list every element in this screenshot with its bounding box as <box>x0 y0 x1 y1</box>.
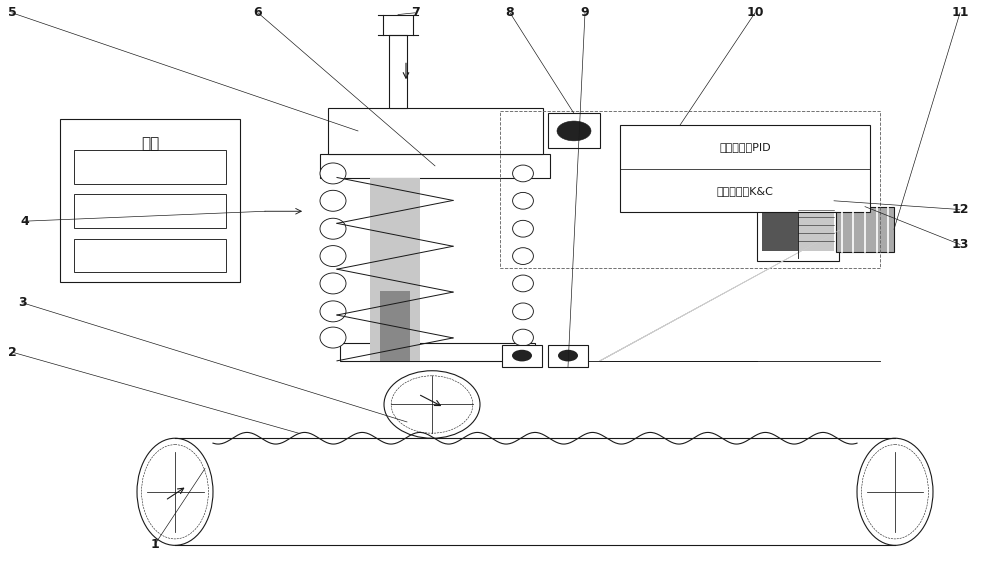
Ellipse shape <box>384 371 480 438</box>
Text: 12: 12 <box>951 203 969 216</box>
Ellipse shape <box>320 163 346 184</box>
Ellipse shape <box>513 329 533 346</box>
Bar <box>370 178 420 361</box>
Circle shape <box>558 350 578 361</box>
Bar <box>757 198 839 261</box>
Ellipse shape <box>137 438 213 545</box>
Ellipse shape <box>513 275 533 292</box>
Text: 8: 8 <box>506 6 514 19</box>
Text: 3: 3 <box>18 296 26 309</box>
Circle shape <box>557 121 591 141</box>
Ellipse shape <box>857 438 933 545</box>
Bar <box>762 208 798 251</box>
Ellipse shape <box>320 246 346 267</box>
Text: 13: 13 <box>951 238 969 251</box>
Bar <box>380 291 410 361</box>
Ellipse shape <box>513 248 533 264</box>
Ellipse shape <box>320 218 346 239</box>
Bar <box>502 345 542 367</box>
Bar <box>798 208 834 251</box>
Bar <box>340 343 535 361</box>
Text: 11: 11 <box>951 6 969 19</box>
Bar <box>74 194 226 228</box>
Bar <box>74 150 226 184</box>
Bar <box>320 154 550 178</box>
Ellipse shape <box>513 303 533 320</box>
Text: 1: 1 <box>151 538 159 551</box>
Bar <box>74 239 226 272</box>
Ellipse shape <box>513 165 533 182</box>
Text: 显示: 显示 <box>141 136 159 151</box>
Bar <box>548 345 588 367</box>
Bar <box>836 207 894 252</box>
Ellipse shape <box>320 190 346 211</box>
Ellipse shape <box>320 327 346 348</box>
Bar <box>328 108 543 154</box>
Bar <box>548 113 600 148</box>
Text: 9: 9 <box>581 6 589 19</box>
Bar <box>500 111 880 268</box>
Ellipse shape <box>513 193 533 209</box>
Text: 7: 7 <box>411 6 419 19</box>
Ellipse shape <box>513 221 533 237</box>
Text: 5: 5 <box>8 6 16 19</box>
Text: 2: 2 <box>8 346 16 359</box>
Text: 4: 4 <box>21 215 29 228</box>
Text: 被动控制：K&C: 被动控制：K&C <box>717 186 773 196</box>
Ellipse shape <box>320 273 346 294</box>
Text: 6: 6 <box>254 6 262 19</box>
Bar <box>620 125 870 212</box>
Text: 主动控制：PID: 主动控制：PID <box>719 142 771 152</box>
Bar <box>60 119 240 282</box>
Ellipse shape <box>320 301 346 322</box>
Circle shape <box>512 350 532 361</box>
Bar <box>389 35 407 108</box>
Text: 10: 10 <box>746 6 764 19</box>
